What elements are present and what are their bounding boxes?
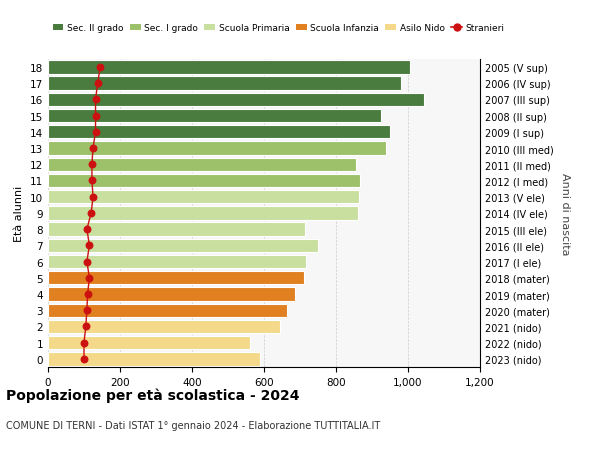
Point — [82, 307, 92, 314]
Bar — [48, 94, 424, 107]
Bar — [48, 288, 295, 301]
Bar — [48, 174, 361, 188]
Bar — [48, 158, 356, 172]
Point — [82, 258, 92, 266]
Bar — [48, 207, 358, 220]
Point — [85, 242, 94, 250]
Point — [79, 355, 89, 363]
Bar — [48, 61, 410, 74]
Point — [82, 226, 92, 233]
Y-axis label: Anni di nascita: Anni di nascita — [560, 172, 570, 255]
Bar — [48, 190, 359, 204]
Point — [87, 161, 97, 168]
Point — [91, 129, 100, 136]
Y-axis label: Età alunni: Età alunni — [14, 185, 25, 241]
Bar — [48, 142, 386, 155]
Bar — [48, 336, 250, 350]
Point — [81, 323, 91, 330]
Bar — [48, 272, 304, 285]
Bar — [48, 255, 307, 269]
Point — [79, 339, 89, 347]
Text: Popolazione per età scolastica - 2024: Popolazione per età scolastica - 2024 — [6, 388, 299, 403]
Point — [86, 210, 96, 217]
Bar — [48, 77, 401, 90]
Point — [93, 80, 103, 88]
Bar — [48, 126, 390, 139]
Bar — [48, 304, 287, 317]
Text: COMUNE DI TERNI - Dati ISTAT 1° gennaio 2024 - Elaborazione TUTTITALIA.IT: COMUNE DI TERNI - Dati ISTAT 1° gennaio … — [6, 420, 380, 430]
Point — [91, 112, 100, 120]
Bar — [48, 239, 318, 252]
Bar — [48, 353, 260, 366]
Point — [88, 194, 98, 201]
Point — [88, 145, 98, 152]
Point — [91, 96, 100, 104]
Point — [85, 274, 94, 282]
Bar — [48, 223, 305, 236]
Point — [83, 291, 92, 298]
Point — [87, 177, 97, 185]
Bar — [48, 110, 381, 123]
Bar — [48, 320, 280, 333]
Point — [95, 64, 105, 72]
Legend: Sec. II grado, Sec. I grado, Scuola Primaria, Scuola Infanzia, Asilo Nido, Stran: Sec. II grado, Sec. I grado, Scuola Prim… — [53, 24, 505, 33]
